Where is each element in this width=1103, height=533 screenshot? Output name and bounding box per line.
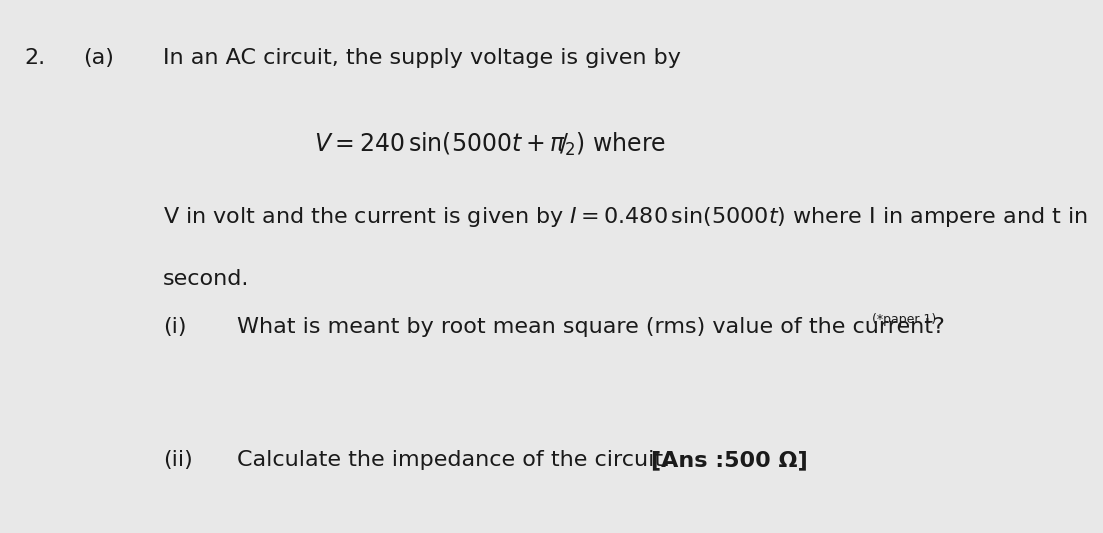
Text: V in volt and the current is given by $I = 0.480\,\sin(5000t)$ where I in ampere: V in volt and the current is given by $I… [163,205,1088,229]
Text: (a): (a) [83,48,114,68]
Text: 2.: 2. [24,48,45,68]
Text: (*paper 1): (*paper 1) [872,313,936,326]
Text: $V = 240\,\sin\!\left(5000t + \pi\!/\!_2\right)$ where: $V = 240\,\sin\!\left(5000t + \pi\!/\!_2… [314,131,666,158]
Text: In an AC circuit, the supply voltage is given by: In an AC circuit, the supply voltage is … [163,48,682,68]
Text: (i): (i) [163,317,186,337]
Text: (ii): (ii) [163,450,193,471]
Text: [Ans :500 Ω]: [Ans :500 Ω] [651,450,807,471]
Text: Calculate the impedance of the circuit.: Calculate the impedance of the circuit. [237,450,671,471]
Text: second.: second. [163,269,249,289]
Text: What is meant by root mean square (rms) value of the current?: What is meant by root mean square (rms) … [237,317,945,337]
